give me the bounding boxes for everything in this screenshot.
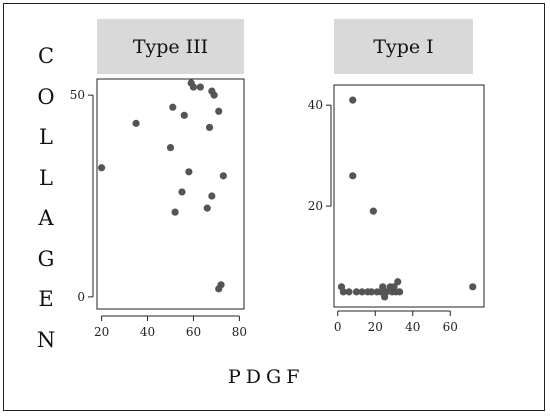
scatter-point [339,288,347,296]
x-tick-label: 60 [443,320,458,334]
scatter-point [215,107,223,115]
scatter-point [210,91,218,99]
scatter-point [352,288,361,296]
x-axis-label: PDGF [228,366,305,388]
scatter-point [166,143,175,152]
scatter-point [369,207,377,215]
y-tick-label: 50 [70,88,85,102]
scatter-point [349,172,357,180]
scatter-point [196,83,204,91]
y-axis-letter: L [39,165,53,190]
scatter-point [189,83,198,91]
scatter-point [205,123,214,132]
scatter-point [171,208,179,216]
scatter-point [178,188,186,196]
scatter-point [97,164,106,172]
x-tick-label: 20 [94,325,109,339]
scatter-point [169,103,177,111]
x-tick-label: 80 [232,325,247,339]
scatter-point [180,111,188,119]
scatter-point [203,204,211,212]
scatter-point [367,288,376,296]
plot-border [333,84,485,308]
scatter-point [217,281,225,289]
y-axis-letter: E [38,287,54,311]
scatter-point [394,278,402,286]
scatter-point [358,288,366,296]
panel-title-type-i: Type I [334,19,473,74]
x-tick-label: 40 [140,325,155,339]
x-tick-label: 40 [405,320,420,334]
x-tick-label: 60 [186,325,201,339]
scatter-point [132,119,140,127]
scatter-point [469,283,477,291]
y-axis-letter: O [37,84,55,109]
y-tick-label: 0 [77,290,85,304]
scatter-point [219,172,227,180]
scatter-point [345,288,353,296]
scatter-point [396,288,404,296]
scatter-point [185,168,193,176]
y-tick-label: 20 [308,199,323,213]
y-axis-letter: N [36,327,56,352]
scatter-point [208,192,216,200]
y-tick-label: 40 [308,98,323,112]
scatter-point [349,96,357,104]
plot-border [96,78,245,310]
scatter-point [382,288,391,296]
scatter-point [379,283,387,291]
y-axis-letter: C [37,44,55,68]
x-tick-label: 0 [334,320,342,334]
x-tick-label: 20 [368,320,383,334]
y-axis-letter: L [39,125,53,149]
y-axis-letter: A [38,206,54,230]
panel-title-type-iii: Type III [97,19,244,74]
y-axis-letter: G [37,246,55,271]
